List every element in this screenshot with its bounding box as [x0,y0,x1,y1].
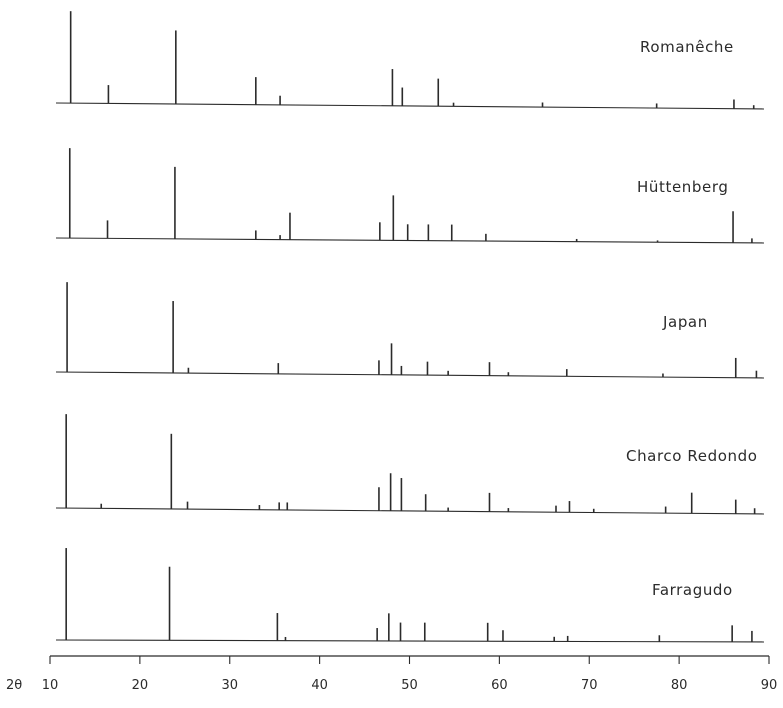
x-axis-label: 2θ [6,678,22,693]
panel: Farragudo [55,548,765,643]
panel: Japan [55,282,765,379]
panel-baseline [55,102,765,110]
panel-baseline [55,237,765,244]
panel-label: Charco Redondo [626,447,757,465]
panel-baseline [55,639,765,643]
x-tick-label: 50 [401,678,418,693]
panel-label: Japan [662,313,708,331]
x-tick-label: 70 [581,678,598,693]
panels-group: Romanêche Hüttenberg Japan Charco Redondo Fa… [55,11,765,643]
panel: Romanêche [55,11,765,110]
panel-baseline [55,507,765,515]
x-tick-label: 20 [132,678,149,693]
x-tick-label: 30 [221,678,238,693]
x-tick-label: 60 [491,678,508,693]
x-tick-label: 90 [761,678,778,693]
panel: Charco Redondo [55,414,765,515]
x-tick-label: 10 [42,678,59,693]
panel-label: Hüttenberg [637,178,728,196]
x-tick-label: 80 [671,678,688,693]
panel-baseline [55,371,765,379]
x-axis: 10 20 30 40 50 60 70 80 90 2θ [6,655,778,693]
x-tick-label: 40 [311,678,328,693]
panel-label: Romanêche [640,38,734,56]
panel: Hüttenberg [55,148,765,244]
x-ticks: 10 20 30 40 50 60 70 80 90 [42,656,778,693]
panel-label: Farragudo [652,581,733,599]
